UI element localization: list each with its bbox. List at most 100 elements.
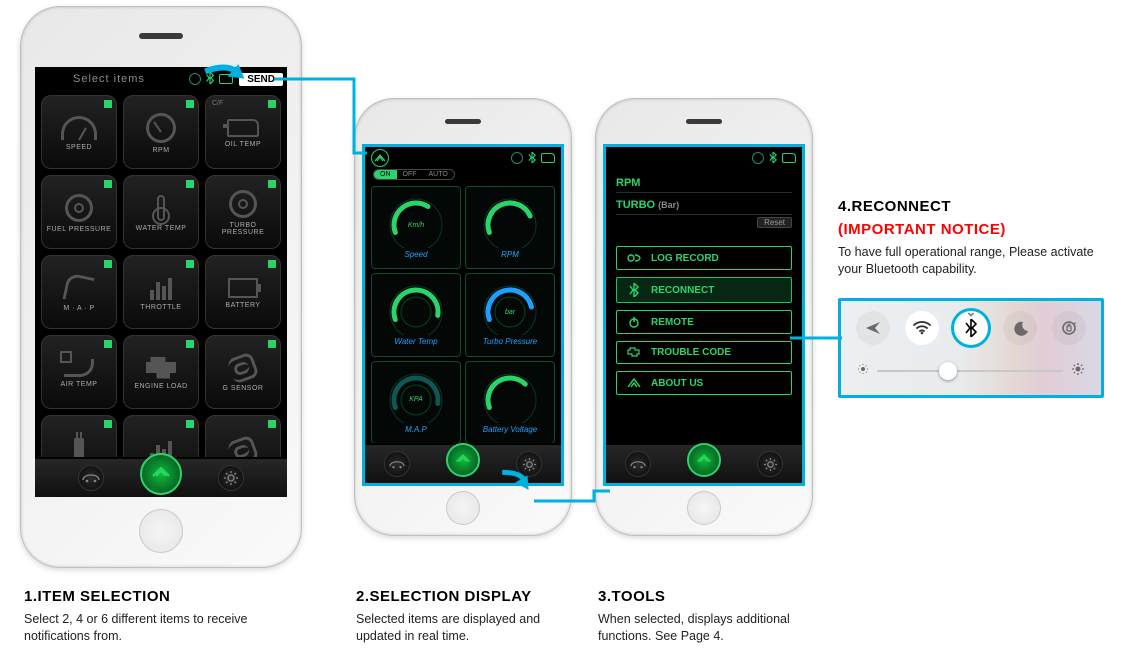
tile-row14[interactable] [205,415,281,457]
screen3-body: RPM TURBO (Bar) Reset LOG RECORDRECONNEC… [606,169,802,447]
tile-label: THROTTLE [141,304,182,311]
home-button[interactable] [687,491,721,525]
screen3-header [606,147,802,169]
menu-reconnect[interactable]: RECONNECT [616,277,792,303]
screen-tools: RPM TURBO (Bar) Reset LOG RECORDRECONNEC… [606,147,802,483]
menu-remote[interactable]: REMOTE [616,310,792,334]
tile-speed[interactable]: SPEED [41,95,117,169]
tile-corner: C/F [212,100,223,107]
slider-track[interactable] [877,370,1063,372]
tile-engine-load[interactable]: ENGINE LOAD [123,335,199,409]
phone-selection-display: ON OFF AUTO Km/h Speed RPMWater TempbarTur… [354,98,572,536]
gauge-label: Battery Voltage [483,425,537,434]
nav-home-button[interactable] [140,453,182,495]
nav-car-icon[interactable] [625,451,651,477]
gauge-unit: Km/h [408,222,424,229]
tile-glyph [146,113,176,143]
connector-gear-to-screen3 [534,488,614,504]
tile-oil-temp[interactable]: C/F OIL TEMP [205,95,281,169]
gauge-m-a-p[interactable]: KPAM.A.P [371,361,461,444]
gauge-label: Speed [404,250,427,259]
nav-home-button[interactable] [687,443,721,477]
checkmark-icon [186,420,194,428]
gauge-label: M.A.P [405,425,427,434]
airplane-mode-icon[interactable] [856,311,890,345]
caption-3-heading: 3.TOOLS [598,588,808,605]
gauge-battery-voltage[interactable]: Battery Voltage [465,361,555,444]
bt-icon [627,283,641,297]
reset-button[interactable]: Reset [757,217,792,228]
tile-air-temp[interactable]: AIR TEMP [41,335,117,409]
menu-label: REMOTE [651,317,694,328]
rotation-lock-icon[interactable] [1052,311,1086,345]
gauge-svg [476,196,544,248]
tile-water-temp[interactable]: WATER TEMP [123,175,199,249]
tile-row12[interactable] [41,415,117,457]
menu-label: ABOUT US [651,378,703,389]
turbo-unit: (Bar) [658,200,679,210]
tile-glyph [61,116,97,140]
tile-g-sensor[interactable]: G SENSOR [205,335,281,409]
gauge-rpm[interactable]: RPM [465,186,555,269]
phone-item-selection: Select items SEND SPEEDRPMC/FOIL TEMPFUE… [20,6,302,568]
do-not-disturb-icon[interactable] [1003,311,1037,345]
wifi-icon[interactable] [905,311,939,345]
tile-label: M · A · P [63,305,94,312]
checkmark-icon [186,180,194,188]
tile-m-a-p[interactable]: M · A · P [41,255,117,329]
caption-1-body: Select 2, 4 or 6 different items to rece… [24,611,294,645]
screen2-header [365,147,561,169]
gauge-speed[interactable]: Km/h Speed [371,186,461,269]
menu-log-record[interactable]: LOG RECORD [616,246,792,270]
caption-4-subheading: (IMPORTANT NOTICE) [838,221,1098,238]
tile-glyph [227,119,259,137]
phone-tools: RPM TURBO (Bar) Reset LOG RECORDRECONNEC… [595,98,813,536]
turbo-label: TURBO [616,199,655,211]
tile-label: OIL TEMP [225,141,261,148]
home-button[interactable] [446,491,480,525]
tile-grid: SPEED RPM C/F OIL TEMP FUEL PRESSURE WATER TE… [35,91,287,457]
checkmark-icon [268,340,276,348]
seg-auto[interactable]: AUTO [423,170,454,179]
tile-fuel-pressure[interactable]: FUEL PRESSURE [41,175,117,249]
slider-knob[interactable] [939,362,957,380]
tile-row13[interactable] [123,415,199,457]
tile-throttle[interactable]: THROTTLE [123,255,199,329]
gauge-label: Turbo Pressure [483,337,538,346]
nav-gear-icon[interactable] [218,465,244,491]
tile-glyph [65,194,93,222]
engine-icon [541,153,555,163]
logo-icon [627,377,641,389]
tile-label: RPM [152,147,169,154]
menu-label: LOG RECORD [651,253,719,264]
menu-about-us[interactable]: ABOUT US [616,371,792,395]
tile-label: BATTERY [225,302,260,309]
tile-battery[interactable]: BATTERY [205,255,281,329]
tile-glyph [65,275,93,301]
checkmark-icon [104,340,112,348]
nav-car-icon[interactable] [384,451,410,477]
menu-trouble-code[interactable]: TROUBLE CODE [616,341,792,364]
caption-4-heading: 4.RECONNECT [838,198,1098,215]
tile-rpm[interactable]: RPM [123,95,199,169]
brightness-high-icon [1071,362,1085,379]
checkmark-icon [186,100,194,108]
globe-icon [511,152,523,164]
screen-selection-display: ON OFF AUTO Km/h Speed RPMWater TempbarTur… [365,147,561,483]
home-button[interactable] [139,509,183,553]
nav-car-icon[interactable] [78,465,104,491]
gauge-water-temp[interactable]: Water Temp [371,273,461,356]
nav-gear-icon[interactable] [757,451,783,477]
tile-label: FUEL PRESSURE [47,226,112,233]
display-mode-segment[interactable]: ON OFF AUTO [373,169,455,180]
gauge-svg [382,283,450,335]
gauge-turbo-pressure[interactable]: barTurbo Pressure [465,273,555,356]
tile-turbo-pressure[interactable]: TURBO PRESSURE [205,175,281,249]
caption-1: 1.ITEM SELECTION Select 2, 4 or 6 differ… [24,588,294,645]
nav-home-button[interactable] [446,443,480,477]
checkmark-icon [186,260,194,268]
brightness-slider[interactable] [857,362,1085,379]
seg-off[interactable]: OFF [397,170,423,179]
seg-on[interactable]: ON [374,170,397,179]
caption-1-heading: 1.ITEM SELECTION [24,588,294,605]
